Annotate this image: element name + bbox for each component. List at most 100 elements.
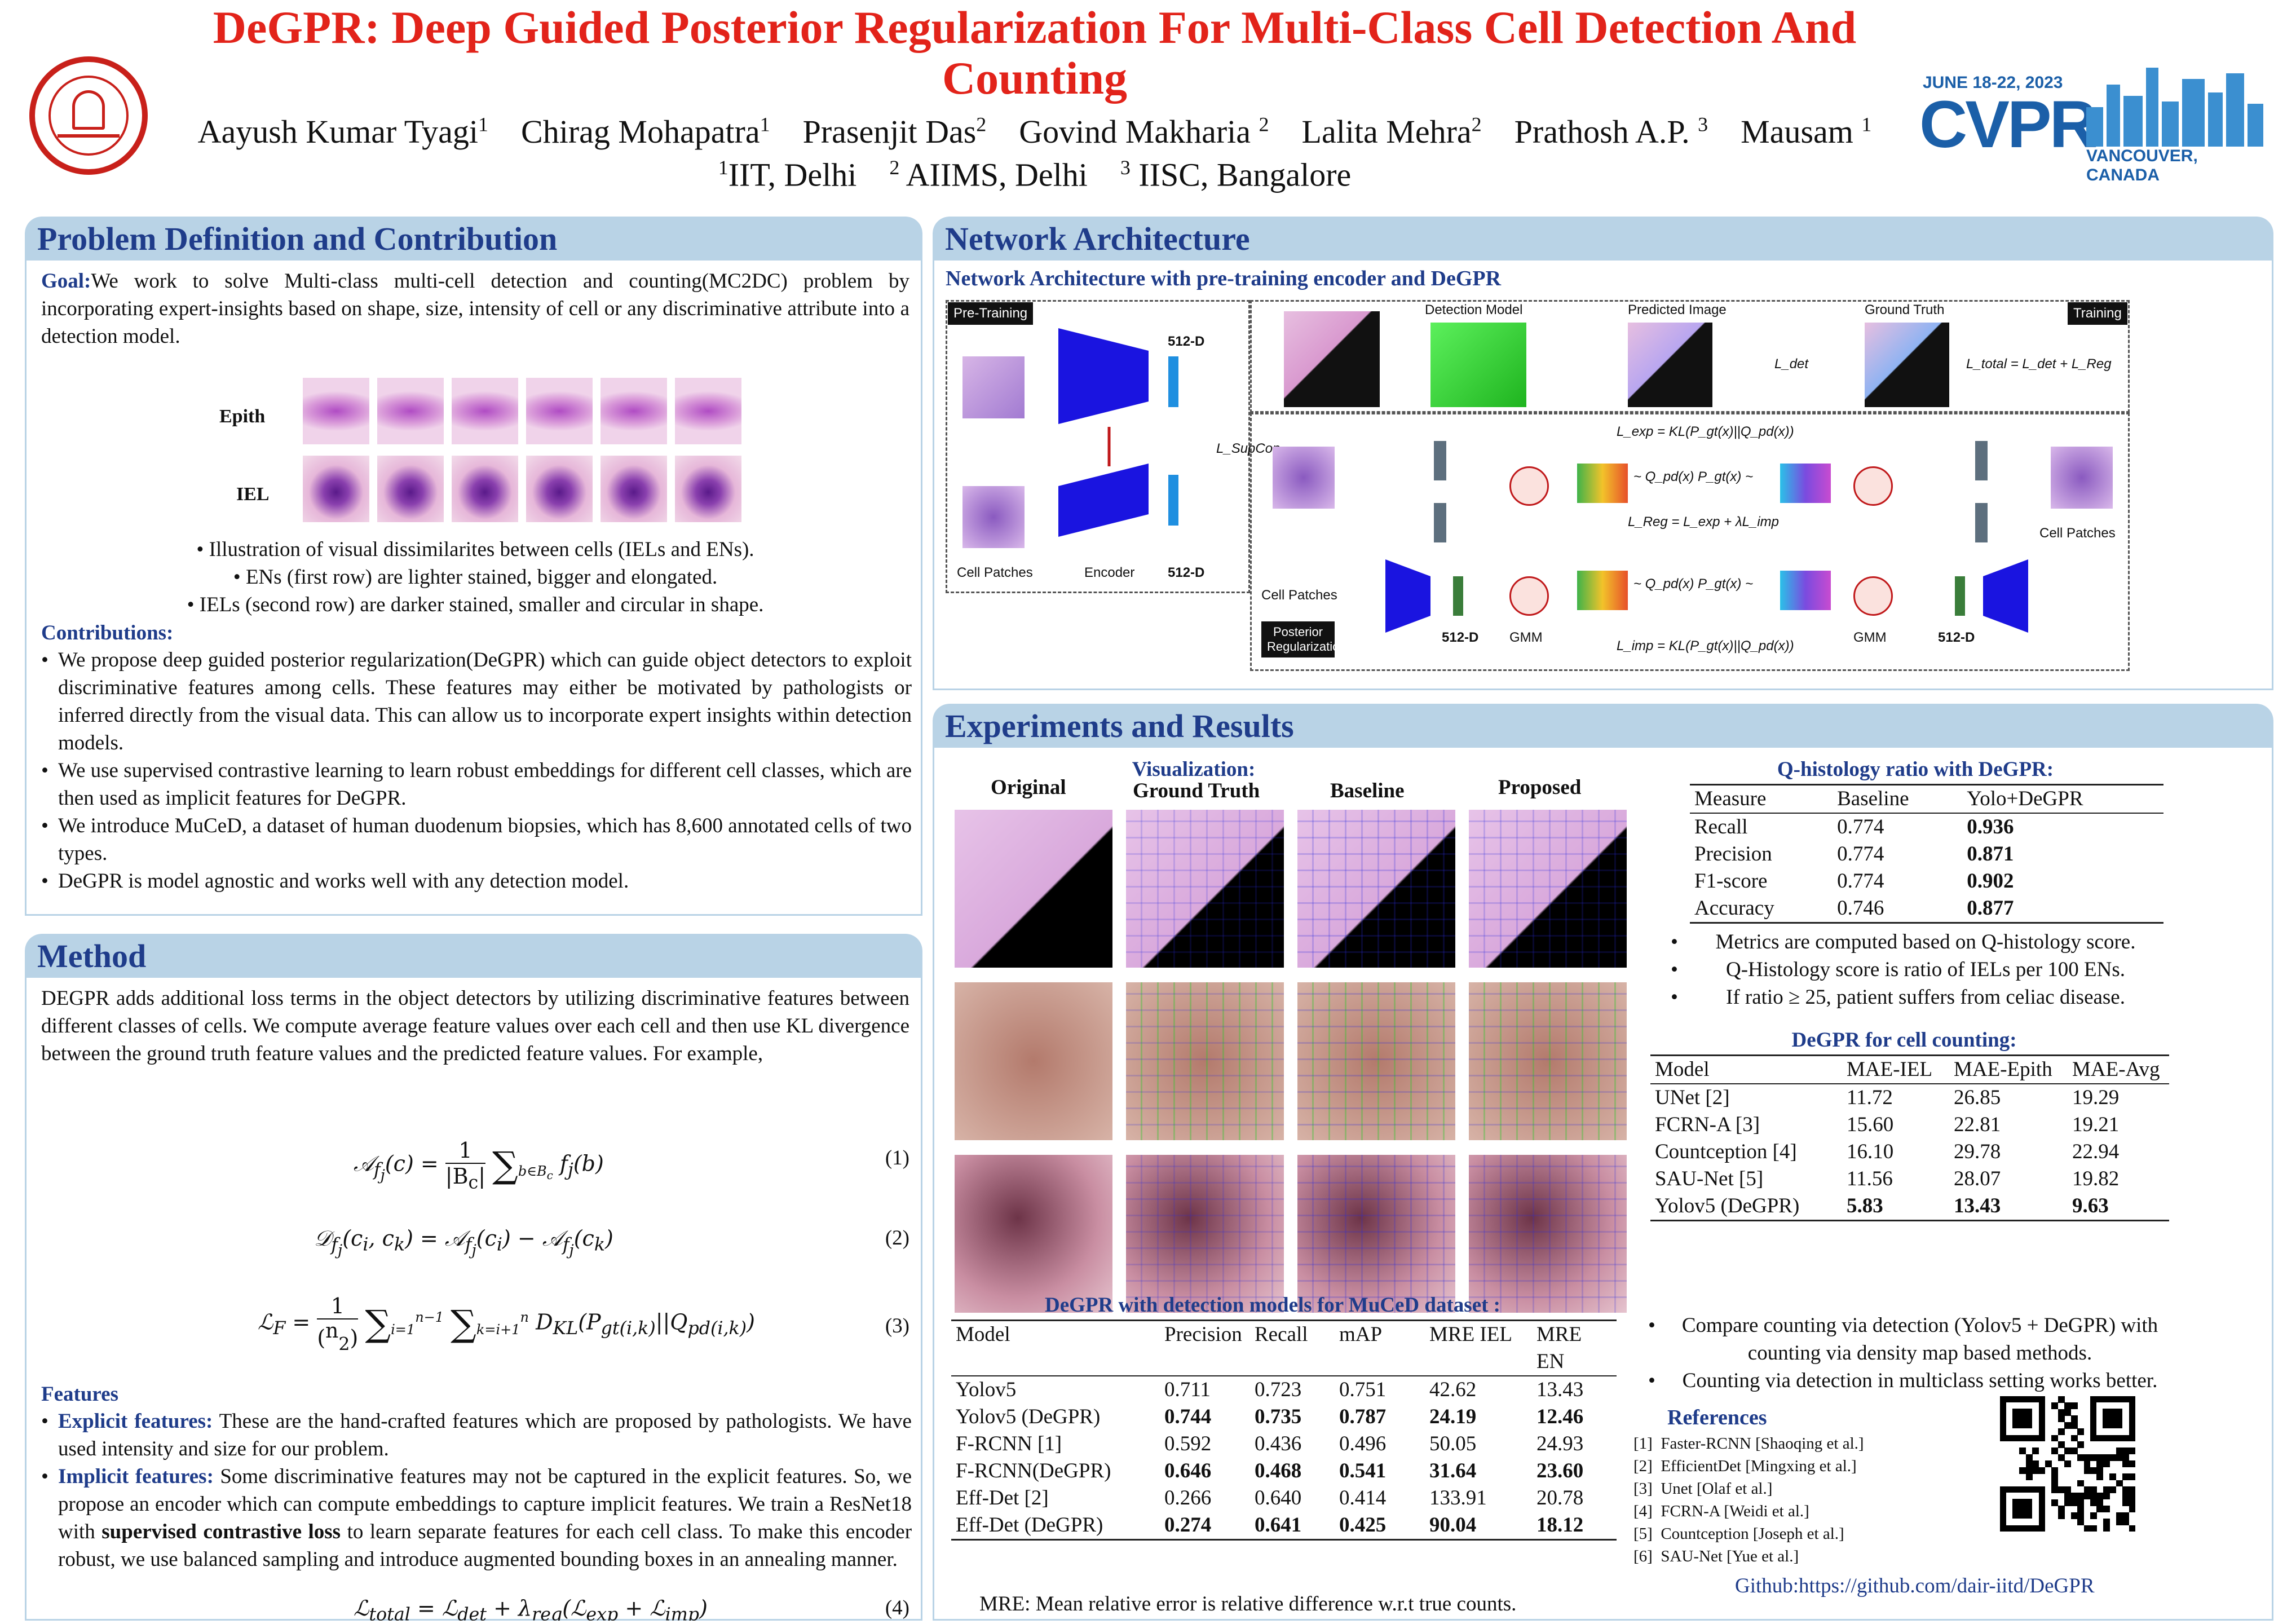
- table-header: Model: [956, 1323, 1010, 1346]
- qr-module: [2083, 1486, 2091, 1493]
- table-header: mAP: [1339, 1323, 1383, 1346]
- qr-module: [2032, 1460, 2039, 1468]
- github-link[interactable]: Github:https://github.com/dair-iitd/DeGP…: [1735, 1574, 2095, 1597]
- qr-module: [2070, 1422, 2078, 1429]
- table-cell: 133.91: [1429, 1486, 1487, 1510]
- illustration-bullets: • Illustration of visual dissimilarites …: [27, 536, 922, 619]
- qr-code[interactable]: [2000, 1396, 2136, 1532]
- visualization-image: [955, 810, 1112, 968]
- d512-label: 512-D: [1442, 630, 1479, 645]
- qr-module: [2070, 1499, 2078, 1506]
- table-cell: 28.07: [1954, 1167, 2001, 1190]
- gmm-circle: [1853, 466, 1893, 506]
- bbox-overlay: [1126, 982, 1284, 1140]
- cell-image-grid: [303, 378, 754, 524]
- qr-module: [2116, 1519, 2123, 1526]
- encoder-top: [1058, 328, 1149, 424]
- table-cell: 0.774: [1837, 815, 1884, 839]
- table-header: MRE IEL: [1429, 1323, 1512, 1346]
- col-label-original: Original: [991, 776, 1066, 799]
- title-line-2: Counting: [942, 52, 1128, 104]
- list-item: Counting via detection in multiclass set…: [1645, 1367, 2175, 1394]
- table-cell: SAU-Net [5]: [1655, 1167, 1764, 1190]
- qr-module: [2019, 1467, 2026, 1474]
- table-row: F-RCNN [1] 0.592 0.436 0.496 50.05 24.93: [951, 1431, 1617, 1458]
- table-header: Yolo+DeGPR: [1967, 787, 2083, 810]
- panel-problem: Problem Definition and Contribution Goal…: [25, 217, 922, 916]
- table-cell: 42.62: [1429, 1378, 1477, 1401]
- features-label: Features: [41, 1383, 118, 1406]
- table-cell: 24.93: [1536, 1432, 1584, 1455]
- table-cell: 0.723: [1255, 1378, 1302, 1401]
- qr-module: [2122, 1454, 2130, 1461]
- table-cell: 0.744: [1164, 1405, 1212, 1428]
- qr-module: [2064, 1486, 2072, 1493]
- col-label-baseline: Baseline: [1330, 779, 1405, 802]
- table-cell: Yolov5: [956, 1378, 1017, 1401]
- limp-label: L_imp = KL(P_gt(x)||Q_pd(x)): [1617, 638, 1794, 654]
- posterior-encoder-left: [1385, 559, 1463, 633]
- feature-bars-right: [1975, 441, 1988, 542]
- predicted-image-label: Predicted Image: [1628, 302, 1727, 317]
- table-cell: 0.592: [1164, 1432, 1212, 1455]
- table-cell: Yolov5 (DeGPR): [1655, 1194, 1800, 1217]
- qr-module: [2109, 1486, 2117, 1493]
- training-label: Training: [2068, 302, 2127, 325]
- qr-module: [2051, 1402, 2059, 1410]
- col-label-proposed: Proposed: [1498, 776, 1582, 799]
- epith-cell-image: [675, 378, 741, 444]
- qr-module: [2090, 1486, 2097, 1493]
- feature-heatmap: [1577, 464, 1628, 503]
- qr-module: [2129, 1525, 2136, 1532]
- qr-module: [2057, 1396, 2065, 1403]
- bbox-overlay: [1126, 810, 1284, 968]
- table-header: MAE-Epith: [1954, 1058, 2052, 1081]
- epith-cell-image: [601, 378, 667, 444]
- qr-module: [2077, 1454, 2085, 1461]
- posterior-encoder-right: [1955, 559, 2028, 633]
- visualization-image: [955, 982, 1112, 1140]
- qr-module: [2064, 1409, 2072, 1416]
- lsupcon-label: L_SupCon: [1216, 441, 1281, 456]
- list-item: [1] Faster-RCNN [Shaoqing et al.]: [1633, 1435, 1864, 1453]
- qr-module: [2064, 1448, 2072, 1455]
- col-label-ground-truth: Ground Truth: [1133, 779, 1260, 802]
- equation-number: (1): [885, 1146, 909, 1170]
- list-item: If ratio ≥ 25, patient suffers from celi…: [1667, 983, 2163, 1011]
- gmm-circle: [1853, 576, 1893, 616]
- table-cell: 0.711: [1164, 1378, 1211, 1401]
- qr-module: [2032, 1467, 2039, 1474]
- qr-module: [2096, 1506, 2104, 1513]
- qpd-label: ~ Q_pd(x) P_gt(x) ~: [1633, 576, 1754, 592]
- table-row: Eff-Det [2] 0.266 0.640 0.414 133.91 20.78: [951, 1485, 1617, 1512]
- contributions-label: Contributions:: [41, 621, 174, 645]
- qr-module: [2057, 1409, 2065, 1416]
- references-list: [1] Faster-RCNN [Shaoqing et al.] [2] Ef…: [1633, 1432, 1949, 1568]
- list-item: Q-Histology score is ratio of IELs per 1…: [1667, 956, 2163, 983]
- table-cell: 19.82: [2072, 1167, 2120, 1190]
- table-cell: 0.774: [1837, 842, 1884, 866]
- qr-module: [2109, 1454, 2117, 1461]
- qr-module: [2051, 1473, 2059, 1481]
- equation-number: (3): [885, 1314, 909, 1338]
- qr-module: [2038, 1467, 2046, 1474]
- counting-title: DeGPR for cell counting:: [1791, 1029, 2017, 1052]
- visualization-image: [1469, 810, 1627, 968]
- table-header: Recall: [1255, 1323, 1308, 1346]
- encoder-bottom: [1058, 464, 1149, 537]
- table-cell: F-RCNN [1]: [956, 1432, 1062, 1455]
- qr-module: [2025, 1454, 2033, 1461]
- table-cell: Recall: [1694, 815, 1748, 839]
- list-item: We propose deep guided posterior regular…: [38, 646, 912, 757]
- bbox-overlay: [1469, 1155, 1627, 1313]
- qr-module: [2051, 1435, 2059, 1442]
- d512-label: 512-D: [1168, 565, 1205, 580]
- qr-module: [2096, 1467, 2104, 1474]
- list-item: [3] Unet [Olaf et al.]: [1633, 1480, 1773, 1498]
- qr-module: [2057, 1428, 2065, 1436]
- panel-heading: Experiments and Results: [933, 704, 2273, 748]
- table-cell: 26.85: [1954, 1086, 2001, 1109]
- illustration-bullet: • Illustration of visual dissimilarites …: [196, 538, 754, 561]
- qr-module: [2090, 1525, 2097, 1532]
- cvpr-dates: JUNE 18-22, 2023: [1923, 73, 2063, 92]
